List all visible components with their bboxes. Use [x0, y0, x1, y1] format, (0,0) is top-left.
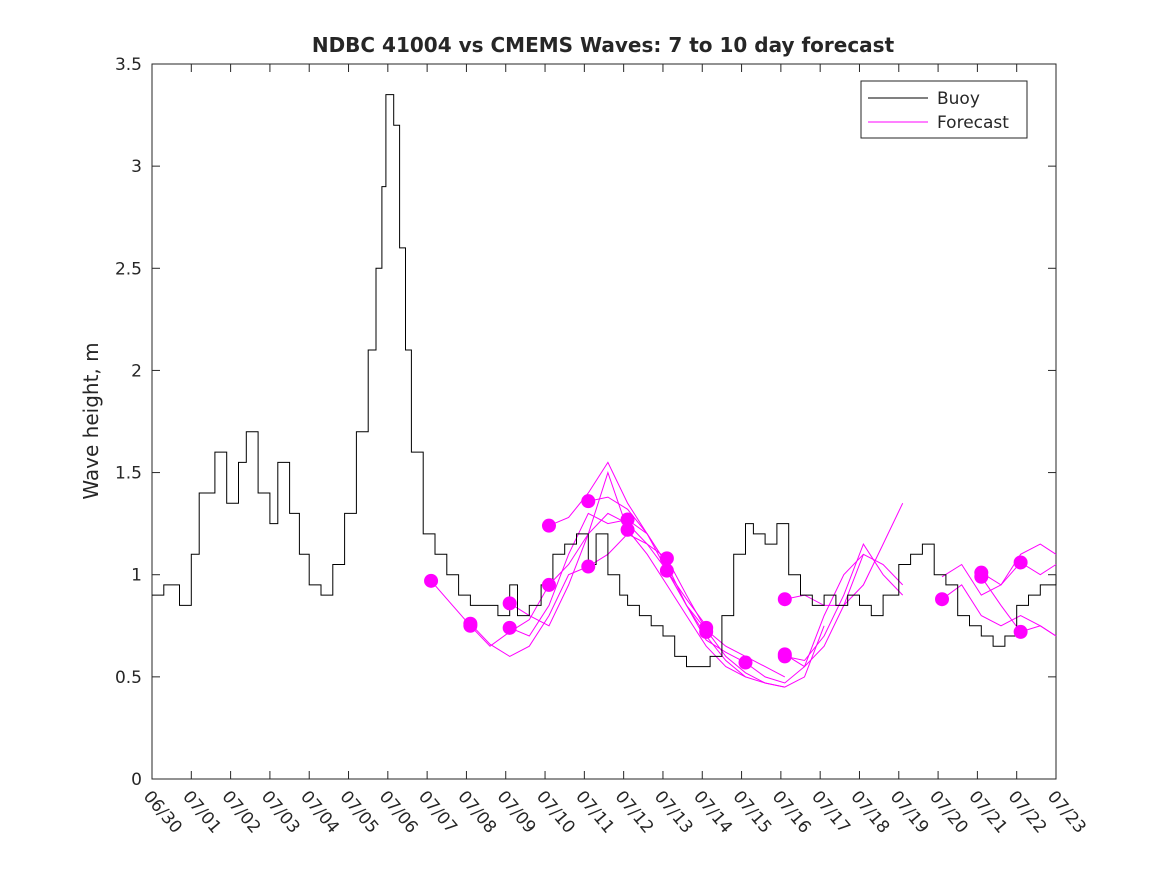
y-tick-label: 3.5	[115, 55, 142, 75]
x-tick-label: 07/23	[1043, 787, 1090, 837]
x-tick-label: 07/13	[650, 787, 697, 837]
y-tick-label: 2	[131, 361, 142, 381]
forecast-line	[627, 529, 746, 678]
forecast-marker	[777, 649, 792, 664]
forecast-marker	[659, 551, 674, 566]
x-tick-label: 07/18	[846, 787, 893, 837]
y-tick-label: 1.5	[115, 464, 142, 484]
plot-frame	[151, 63, 1057, 780]
x-tick-label: 07/21	[964, 787, 1011, 837]
x-tick-label: 07/06	[375, 787, 422, 837]
forecast-marker	[463, 618, 478, 633]
x-tick-label: 06/30	[139, 787, 186, 837]
y-tick-label: 1	[131, 566, 142, 586]
legend-forecast-label: Forecast	[937, 113, 1009, 133]
x-tick-label: 07/15	[729, 787, 776, 837]
x-tick-label: 07/03	[257, 787, 304, 837]
x-tick-label: 07/22	[1004, 787, 1051, 837]
x-tick-label: 07/16	[768, 787, 815, 837]
forecast-marker	[1013, 555, 1028, 570]
forecast-marker	[777, 592, 792, 607]
y-tick-label: 0	[131, 770, 142, 790]
x-tick-label: 07/14	[689, 787, 736, 837]
forecast-marker	[541, 518, 556, 533]
y-axis-ticks: 0 0.5 1 1.5 2 2.5 3 3.5	[115, 55, 1056, 790]
y-axis-label: Wave height, m	[79, 342, 103, 499]
x-tick-label: 07/11	[571, 787, 618, 837]
y-tick-label: 2.5	[115, 259, 142, 279]
forecast-line	[509, 512, 628, 637]
legend-box	[860, 80, 1028, 139]
forecast-marker	[502, 596, 517, 611]
x-tick-label: 07/08	[453, 787, 500, 837]
forecast-marker	[659, 563, 674, 578]
forecast-line	[666, 558, 786, 678]
forecast-marker	[699, 624, 714, 639]
forecast-marker	[738, 655, 753, 670]
forecast-marker	[620, 522, 635, 537]
x-tick-label: 07/09	[493, 787, 540, 837]
chart-title: NDBC 41004 vs CMEMS Waves: 7 to 10 day f…	[312, 33, 895, 57]
forecast-line	[705, 625, 825, 688]
x-tick-label: 07/10	[532, 787, 579, 837]
legend-buoy-label: Buoy	[937, 89, 980, 109]
y-tick-label: 0.5	[115, 668, 142, 688]
x-tick-label: 07/12	[611, 787, 658, 837]
forecast-line	[784, 543, 904, 662]
y-tick-label: 3	[131, 157, 142, 177]
x-tick-label: 07/17	[807, 787, 854, 837]
x-tick-label: 07/20	[925, 787, 972, 837]
x-tick-label: 07/19	[886, 787, 933, 837]
buoy-line	[152, 94, 1057, 668]
x-tick-label: 07/02	[218, 787, 265, 837]
plot-area	[151, 63, 1057, 780]
legend: Buoy Forecast	[860, 80, 1028, 139]
forecast-marker	[502, 620, 517, 635]
forecast-marker	[424, 573, 439, 588]
x-tick-label: 07/04	[296, 787, 343, 837]
forecast-marker	[581, 494, 596, 509]
x-tick-label: 07/05	[335, 787, 382, 837]
forecast-marker	[935, 592, 950, 607]
forecast-marker	[541, 577, 556, 592]
forecast-marker	[581, 559, 596, 574]
forecast-line	[470, 566, 589, 657]
x-tick-label: 07/07	[414, 787, 461, 837]
x-tick-label: 07/01	[178, 787, 225, 837]
forecast-marker	[620, 512, 635, 527]
forecast-marker	[974, 569, 989, 584]
forecast-marker	[1013, 624, 1028, 639]
forecast-line	[430, 580, 550, 647]
